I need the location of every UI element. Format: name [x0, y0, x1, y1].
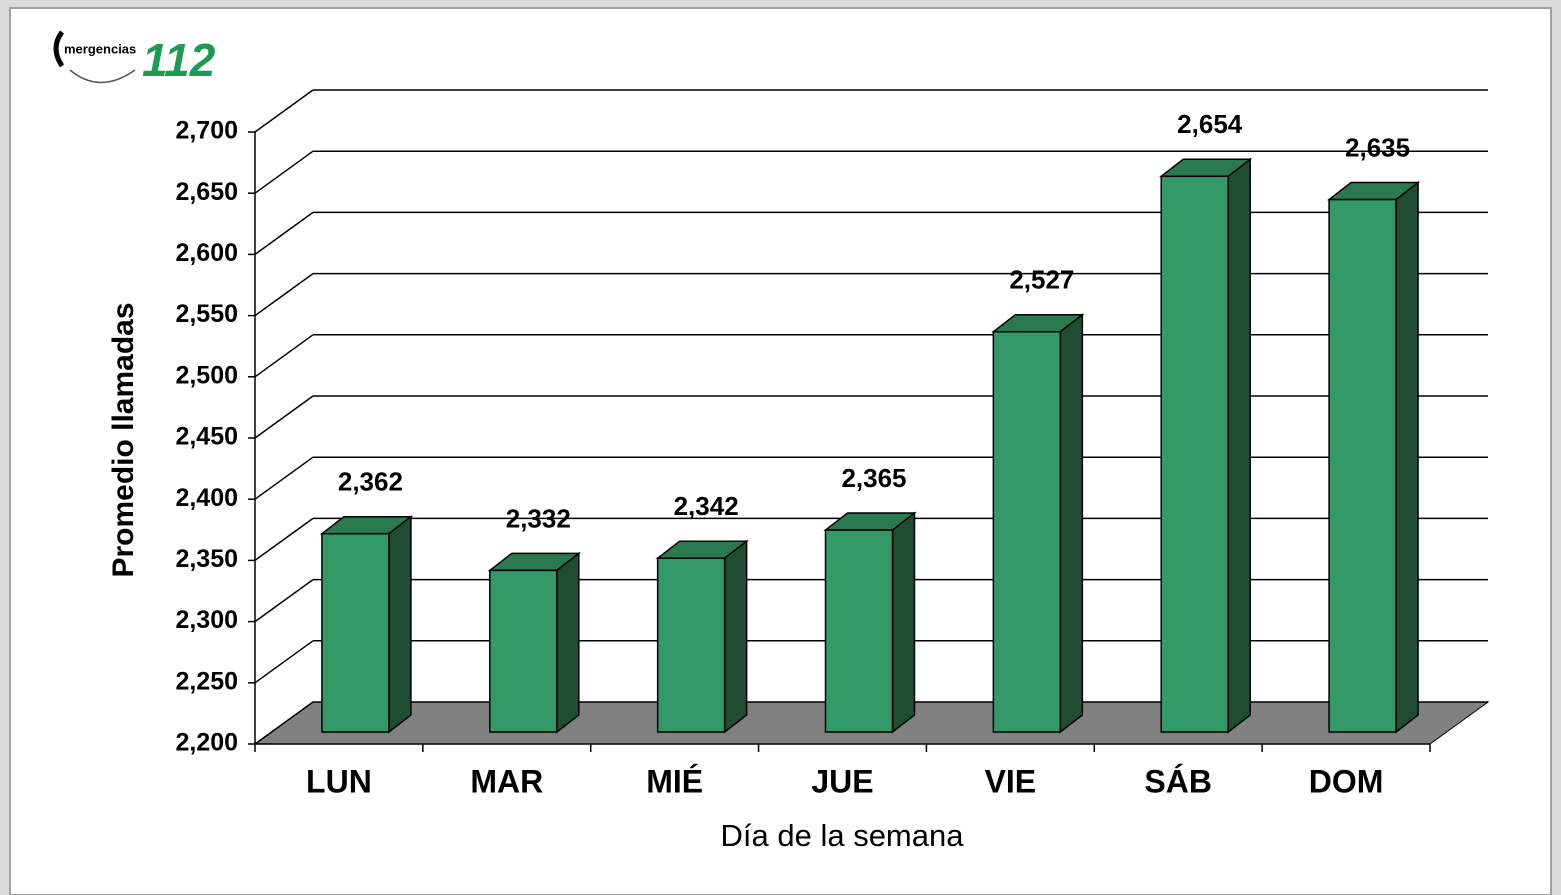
value-label: 2,362 [338, 467, 403, 497]
y-tick-label: 2,700 [175, 117, 238, 145]
bar-side [723, 539, 748, 734]
y-tick-label: 2,200 [175, 729, 238, 757]
grid-line-side [254, 701, 314, 745]
grid-line-side [254, 517, 314, 562]
logo-phone [53, 30, 65, 68]
logo-curve [69, 69, 136, 84]
grid-line-side [254, 211, 314, 256]
y-tick-label: 2,400 [175, 484, 238, 512]
bar-side [891, 511, 916, 734]
x-tick-label: SÁB [1144, 763, 1212, 799]
bar-side [556, 551, 580, 734]
value-label: 2,527 [1009, 265, 1074, 295]
x-tick-label: MIÉ [646, 763, 703, 799]
y-tick-label: 2,300 [175, 606, 238, 634]
grid-line-side [254, 89, 314, 133]
y-tick-label: 2,250 [175, 667, 238, 695]
bar [1160, 175, 1229, 733]
bar-side [1059, 313, 1084, 734]
grid-line-side [254, 150, 314, 194]
value-label: 2,654 [1177, 109, 1243, 139]
y-tick-label: 2,500 [175, 361, 238, 389]
grid-line-side [254, 578, 314, 623]
logo-text: mergencias [64, 41, 136, 56]
logo: mergencias 112 [53, 30, 216, 86]
x-tick-label: MAR [470, 763, 543, 799]
bar [824, 529, 894, 733]
frame [9, 7, 1552, 895]
value-label: 2,342 [674, 491, 739, 521]
y-tick-label: 2,550 [175, 300, 238, 328]
value-label: 2,635 [1345, 132, 1410, 162]
y-tick-label: 2,650 [175, 178, 238, 206]
y-axis-title: Promedio llamadas [107, 302, 140, 577]
grid-line-side [254, 334, 314, 378]
bar-side [1395, 181, 1419, 734]
bar [489, 569, 558, 733]
grid-line-side [254, 456, 314, 500]
grid-line-side [254, 395, 314, 439]
bar-side [1227, 157, 1251, 734]
bar [321, 532, 390, 733]
bar-side [388, 515, 412, 734]
grid-line-side [254, 272, 314, 317]
y-tick-label: 2,450 [175, 423, 238, 451]
y-tick-label: 2,350 [175, 545, 238, 573]
x-tick-label: VIE [985, 763, 1037, 799]
x-axis-title: Día de la semana [721, 818, 965, 853]
value-label: 2,365 [841, 463, 906, 493]
grid-line-side [254, 640, 314, 684]
bar [656, 557, 726, 733]
bar [992, 331, 1062, 733]
x-tick-label: DOM [1309, 763, 1384, 799]
x-tick-label: LUN [306, 763, 372, 799]
y-tick-label: 2,600 [175, 239, 238, 267]
value-label: 2,332 [506, 503, 571, 533]
bar [1328, 198, 1397, 733]
x-tick-label: JUE [811, 763, 873, 799]
logo-number: 112 [142, 34, 216, 86]
